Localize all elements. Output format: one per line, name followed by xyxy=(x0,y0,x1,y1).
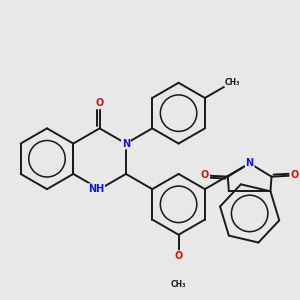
Text: NH: NH xyxy=(88,184,104,194)
Text: O: O xyxy=(175,251,183,261)
Text: O: O xyxy=(201,170,209,181)
Text: N: N xyxy=(122,139,130,148)
Text: N: N xyxy=(246,158,254,168)
Text: CH₃: CH₃ xyxy=(225,77,240,86)
Text: O: O xyxy=(95,98,104,108)
Text: O: O xyxy=(290,170,298,181)
Text: CH₃: CH₃ xyxy=(171,280,186,289)
